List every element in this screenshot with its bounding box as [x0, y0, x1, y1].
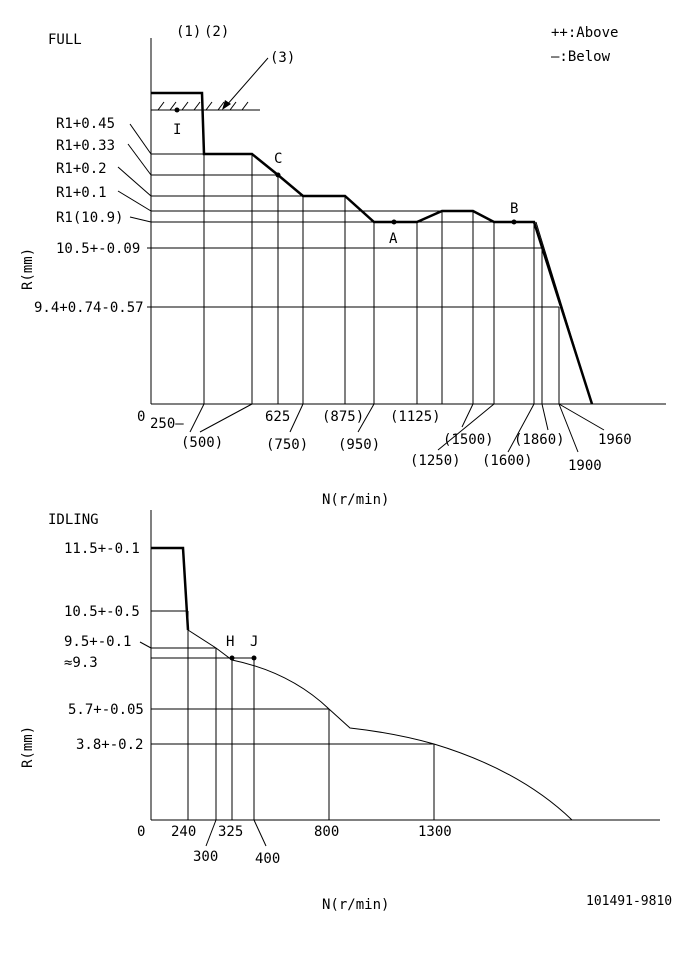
full-thin-drop: [535, 221, 593, 405]
legend-below: —:Below: [551, 49, 611, 65]
idle-title: IDLING: [48, 512, 99, 528]
full-y-leaders: [117, 123, 152, 308]
idle-v-guides: [187, 611, 435, 820]
y-label: 9.5+-0.1: [64, 634, 131, 650]
full-x-labels: 250— (500) 625 (750) (875) (950) (1125) …: [150, 409, 632, 474]
idle-y-leaders: [139, 641, 152, 649]
label-A: A: [389, 231, 398, 247]
idle-curve: [187, 629, 573, 821]
part-code: 101491-9810: [586, 894, 672, 909]
label-B: B: [510, 201, 518, 217]
y-label: R1+0.33: [56, 138, 115, 154]
x-label: 250—: [150, 416, 184, 432]
x-label: 1300: [418, 824, 452, 840]
y-label: 9.4+0.74-0.57: [34, 300, 144, 316]
y-label: 3.8+-0.2: [76, 737, 143, 753]
label-J: J: [250, 634, 258, 650]
idle-ylabel: R(mm): [20, 726, 36, 768]
y-label: 10.5+-0.5: [64, 604, 140, 620]
full-v-guides: [203, 154, 560, 404]
full-origin: 0: [137, 409, 145, 425]
annot-3: (3): [270, 50, 295, 66]
x-label: 400: [255, 851, 280, 867]
y-label: 11.5+-0.1: [64, 541, 140, 557]
full-xlabel: N(r/min): [322, 492, 389, 508]
full-ylabel: R(mm): [20, 248, 36, 290]
legend-above: ++:Above: [551, 25, 618, 41]
stop-hatch: [157, 101, 249, 111]
x-label: (1125): [390, 409, 441, 425]
y-label: 10.5+-0.09: [56, 241, 140, 257]
label-C: C: [274, 151, 282, 167]
x-label: 325: [218, 824, 243, 840]
point-markers: [174, 107, 517, 661]
y-label: R1+0.2: [56, 161, 107, 177]
y-label: ≈9.3: [64, 655, 98, 671]
full-x-leaders: [189, 403, 605, 453]
full-y-labels: R1+0.45 R1+0.33 R1+0.2 R1+0.1 R1(10.9) 1…: [34, 116, 144, 316]
x-label: (1600): [482, 453, 533, 469]
x-label: 1900: [568, 458, 602, 474]
idle-x-labels: 240 325 800 1300 300 400: [171, 824, 452, 867]
x-label: (950): [338, 437, 380, 453]
idle-x-leaders: [205, 819, 267, 847]
y-label: R1+0.45: [56, 116, 115, 132]
y-label: R1(10.9): [56, 210, 123, 226]
x-label: (1250): [410, 453, 461, 469]
y-label: 5.7+-0.05: [68, 702, 144, 718]
full-h-guides: [151, 153, 559, 308]
x-label: (1500): [443, 432, 494, 448]
label-I: I: [173, 122, 181, 138]
x-label: 800: [314, 824, 339, 840]
idle-xlabel: N(r/min): [322, 897, 389, 913]
x-label: (1860): [514, 432, 565, 448]
idle-origin: 0: [137, 824, 145, 840]
y-label: R1+0.1: [56, 185, 107, 201]
annot-1: (1): [176, 24, 201, 40]
idle-h-guides: [151, 610, 434, 745]
full-title: FULL: [48, 32, 82, 48]
x-label: 625: [265, 409, 290, 425]
label-H: H: [226, 634, 234, 650]
x-label: (750): [266, 437, 308, 453]
x-label: 1960: [598, 432, 632, 448]
idle-y-labels: 11.5+-0.1 10.5+-0.5 9.5+-0.1 ≈9.3 5.7+-0…: [64, 541, 144, 753]
annot-2: (2): [204, 24, 229, 40]
x-label: (500): [181, 435, 223, 451]
x-label: (875): [322, 409, 364, 425]
x-label: 300: [193, 849, 218, 865]
x-label: 240: [171, 824, 196, 840]
full-curve: [151, 91, 594, 405]
arrow-3-leader: [225, 57, 269, 107]
arrow-3-head: [222, 100, 231, 110]
idle-curve-top: [151, 546, 190, 631]
